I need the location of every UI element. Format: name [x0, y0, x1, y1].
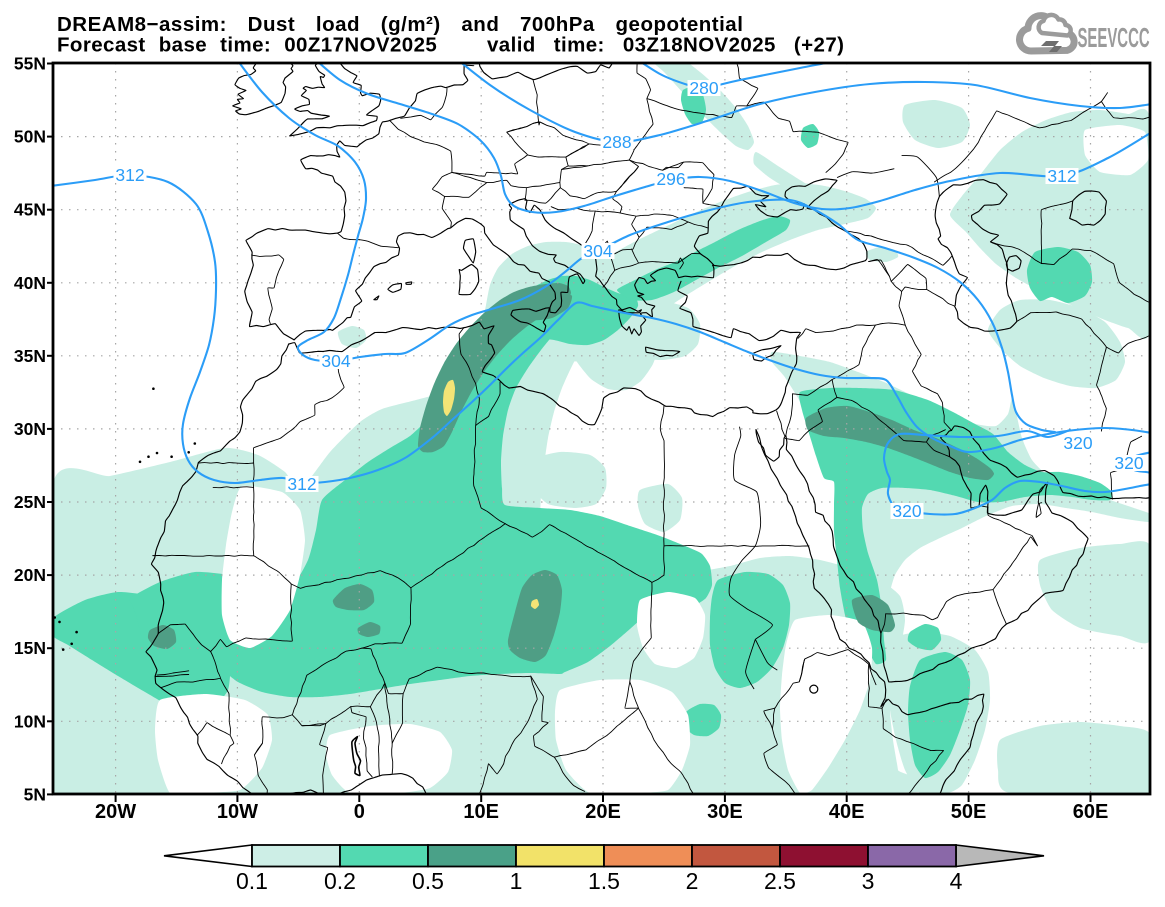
svg-text:50E: 50E	[951, 801, 987, 823]
svg-text:2: 2	[686, 868, 699, 894]
svg-text:10W: 10W	[217, 801, 258, 823]
svg-text:60E: 60E	[1073, 801, 1109, 823]
svg-text:1.5: 1.5	[588, 868, 620, 894]
svg-text:55N: 55N	[14, 54, 46, 74]
svg-text:304: 304	[583, 241, 612, 261]
svg-text:0.5: 0.5	[412, 868, 444, 894]
svg-text:320: 320	[1114, 453, 1143, 473]
svg-text:5N: 5N	[24, 784, 46, 804]
svg-text:15N: 15N	[14, 638, 46, 658]
svg-text:20W: 20W	[95, 801, 136, 823]
svg-text:10N: 10N	[14, 711, 46, 731]
svg-text:0.2: 0.2	[324, 868, 356, 894]
svg-text:304: 304	[321, 351, 350, 371]
svg-text:SEEVCCC: SEEVCCC	[1077, 23, 1149, 54]
svg-text:296: 296	[656, 169, 685, 189]
svg-text:320: 320	[892, 501, 921, 521]
svg-text:40E: 40E	[829, 801, 865, 823]
svg-text:25N: 25N	[14, 492, 46, 512]
svg-text:10E: 10E	[463, 801, 499, 823]
svg-text:20E: 20E	[585, 801, 621, 823]
svg-text:DREAM8−assim: Dust load (g/m²): DREAM8−assim: Dust load (g/m²) and 700hP…	[57, 13, 743, 36]
svg-text:288: 288	[602, 132, 631, 152]
svg-text:Forecast base time: 00Z17NOV20: Forecast base time: 00Z17NOV2025	[57, 34, 437, 57]
svg-text:30E: 30E	[707, 801, 743, 823]
svg-text:1: 1	[510, 868, 523, 894]
svg-text:3: 3	[862, 868, 875, 894]
svg-text:50N: 50N	[14, 127, 46, 147]
svg-text:45N: 45N	[14, 200, 46, 220]
svg-text:312: 312	[287, 474, 316, 494]
svg-text:2.5: 2.5	[764, 868, 796, 894]
svg-text:280: 280	[689, 78, 718, 98]
svg-text:312: 312	[115, 165, 144, 185]
svg-text:312: 312	[1047, 166, 1076, 186]
svg-text:40N: 40N	[14, 273, 46, 293]
svg-text:0: 0	[354, 801, 365, 823]
svg-text:0.1: 0.1	[236, 868, 268, 894]
svg-text:20N: 20N	[14, 565, 46, 585]
svg-text:4: 4	[950, 868, 963, 894]
svg-text:valid time: 03Z18NOV2025 (+27): valid time: 03Z18NOV2025 (+27)	[487, 34, 844, 57]
svg-text:30N: 30N	[14, 419, 46, 439]
svg-text:320: 320	[1063, 433, 1092, 453]
svg-text:35N: 35N	[14, 346, 46, 366]
